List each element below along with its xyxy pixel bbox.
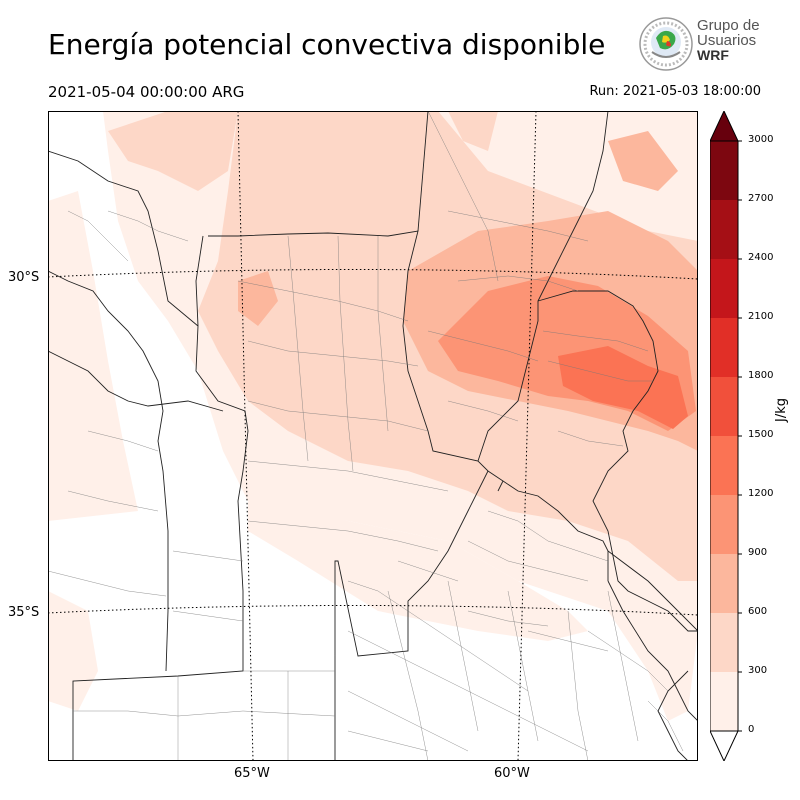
colorbar-extend-min xyxy=(710,730,739,761)
colorbar-tick-label: 600 xyxy=(748,606,768,617)
globe-logo-icon xyxy=(639,17,693,71)
colorbar-unit: J/kg xyxy=(774,398,789,422)
cape-shade-0-300 xyxy=(48,191,138,521)
graticule xyxy=(48,111,698,761)
department-boundaries xyxy=(48,111,684,761)
cape-shade-0-300 xyxy=(248,501,588,641)
colorbar xyxy=(710,111,742,761)
colorbar-bin xyxy=(710,259,738,318)
lon-label-65w: 65°W xyxy=(234,766,270,781)
colorbar-bin xyxy=(710,436,738,495)
colorbar-bin xyxy=(710,318,738,377)
colorbar-bin xyxy=(710,495,738,554)
colorbar-tick-label: 1800 xyxy=(748,370,774,381)
run-time: Run: 2021-05-03 18:00:00 xyxy=(589,84,761,99)
cape-shade-1200-1500 xyxy=(558,346,688,429)
colorbar-tick-label: 2100 xyxy=(748,311,774,322)
colorbar-bin xyxy=(710,377,738,436)
logo-text: Grupo de Usuarios WRF xyxy=(697,18,760,63)
colorbar-bin xyxy=(710,613,738,672)
coastline xyxy=(612,555,698,761)
logo-line-3: WRF xyxy=(697,47,729,63)
cape-shade-600-900 xyxy=(608,131,678,191)
logo: Grupo de Usuarios WRF xyxy=(638,16,778,72)
valid-time: 2021-05-04 00:00:00 ARG xyxy=(48,83,245,101)
colorbar-bin xyxy=(710,200,738,259)
colorbar-tick-label: 0 xyxy=(748,724,755,735)
colorbar-tick-label: 900 xyxy=(748,547,768,558)
cape-shade-300-600 xyxy=(448,111,498,151)
colorbar-bin xyxy=(710,141,738,200)
cape-shade-300-600 xyxy=(108,111,238,191)
logo-line-2: Usuarios xyxy=(697,32,757,49)
colorbar-tick-label: 300 xyxy=(748,665,768,676)
logo-line-1: Grupo de xyxy=(697,17,760,34)
cape-shade-0-300 xyxy=(48,591,98,711)
colorbar-tick-label: 1500 xyxy=(748,429,774,440)
colorbar-tick-label: 1200 xyxy=(748,488,774,499)
cape-map xyxy=(48,111,698,761)
colorbar-tick-label: 2400 xyxy=(748,252,774,263)
colorbar-tick-label: 3000 xyxy=(748,134,774,145)
cape-shade-600-900 xyxy=(238,271,278,326)
colorbar-tick-label: 2700 xyxy=(748,193,774,204)
lat-label-30s: 30°S xyxy=(8,270,40,285)
colorbar-bin xyxy=(710,554,738,613)
map-title: Energía potencial convectiva disponible xyxy=(48,28,606,61)
lon-label-60w: 60°W xyxy=(494,766,530,781)
lat-label-35s: 35°S xyxy=(8,605,40,620)
colorbar-bin xyxy=(710,672,738,731)
colorbar-extend-max xyxy=(710,111,739,142)
